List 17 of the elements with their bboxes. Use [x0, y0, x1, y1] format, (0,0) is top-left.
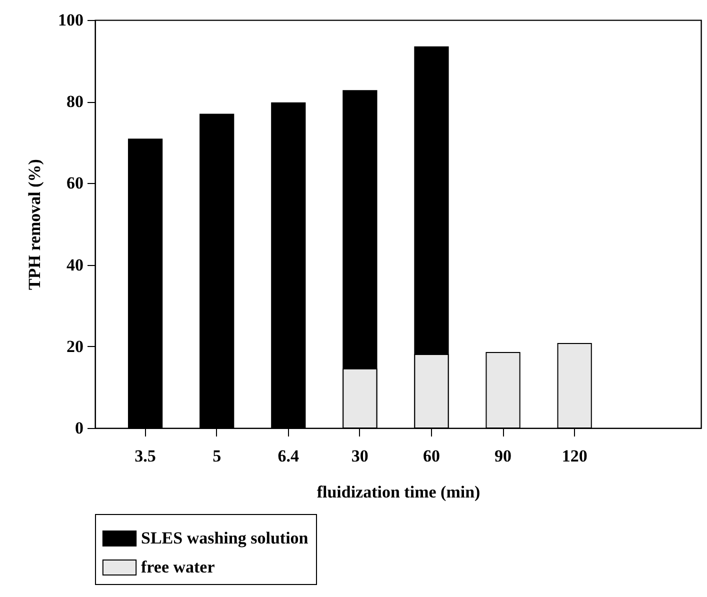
- y-tick-label: 20: [66, 336, 84, 356]
- y-tick-label: 100: [58, 10, 84, 30]
- y-tick-label: 60: [66, 174, 84, 193]
- x-axis-title: fluidization time (min): [316, 482, 480, 502]
- legend-label: free water: [141, 558, 216, 576]
- y-axis-title: TPH removal (%): [25, 159, 44, 290]
- x-tick-label: 6.4: [278, 446, 300, 466]
- x-tick-label: 90: [494, 446, 512, 466]
- x-tick-label: 5: [212, 446, 222, 466]
- y-tick-label: 80: [66, 92, 84, 112]
- x-tick-label: 30: [351, 446, 368, 466]
- x-tick-label: 120: [562, 446, 588, 466]
- y-tick-label: 0: [75, 418, 84, 438]
- x-tick-label: 60: [422, 446, 440, 466]
- legend-label: SLES washing solution: [141, 528, 309, 548]
- y-tick-label: 40: [66, 255, 84, 274]
- x-tick-label: 3.5: [134, 446, 156, 466]
